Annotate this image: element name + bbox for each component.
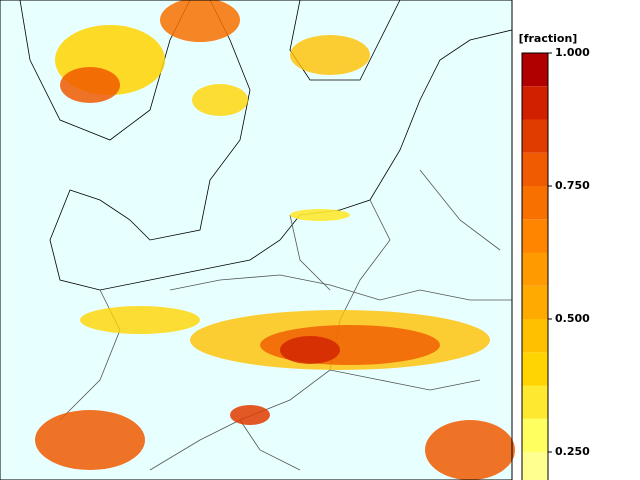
colorbar-tick-label: 0.750 (555, 179, 590, 192)
field-patch (160, 0, 240, 42)
colorbar-band (522, 152, 548, 186)
colorbar-band (522, 219, 548, 253)
colorbar-band (522, 285, 548, 319)
colorbar-band (522, 53, 548, 87)
colorbar: 1.000 0.750 0.500 0.250 (521, 46, 590, 480)
field-patch (425, 420, 515, 480)
field-patch (290, 35, 370, 75)
colorbar-frame (521, 52, 549, 480)
field-patch (280, 336, 340, 364)
colorbar-band (522, 86, 548, 120)
colorbar-band (522, 119, 548, 153)
country-border (59, 169, 512, 471)
colorbar-tick-label: 0.250 (555, 445, 590, 458)
field-patch (35, 410, 145, 470)
field-patch (60, 67, 120, 103)
field-patch (230, 405, 270, 425)
map-frame (0, 0, 513, 480)
colorbar-tick-label: 0.500 (555, 312, 590, 325)
colorbar-band (522, 385, 548, 419)
colorbar-tick-label: 1.000 (555, 46, 590, 59)
colorbar-band (522, 418, 548, 452)
colorbar-band (522, 352, 548, 386)
colorbar-band (522, 452, 548, 480)
colorbar-band (522, 252, 548, 286)
map (0, 0, 515, 480)
field-patch (80, 306, 200, 334)
colorbar-title: [fraction] (519, 32, 578, 45)
field-patch (192, 84, 248, 116)
colorbar-band (522, 186, 548, 220)
field-patch (290, 209, 350, 221)
field (35, 0, 515, 480)
colorbar-band (522, 319, 548, 353)
